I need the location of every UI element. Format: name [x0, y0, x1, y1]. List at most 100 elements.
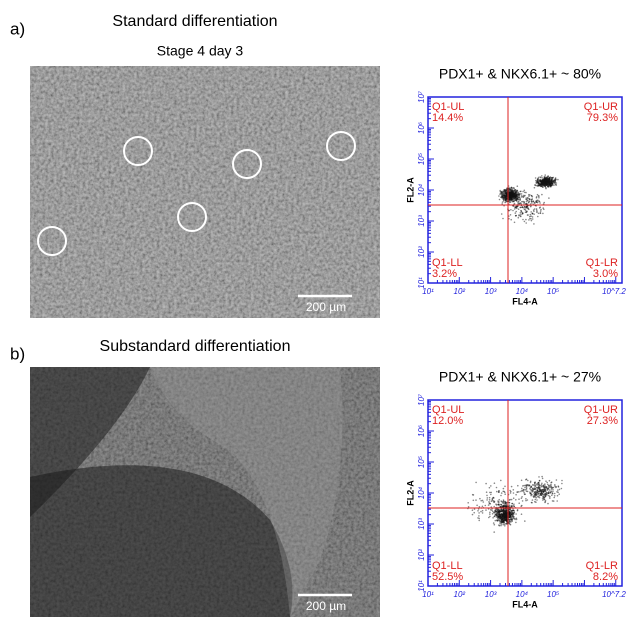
event-dot [499, 522, 501, 525]
event-dot [537, 180, 539, 183]
event-dot [502, 487, 505, 490]
event-dot [510, 498, 513, 501]
event-dot [485, 491, 488, 494]
event-dot [545, 486, 547, 489]
event-dot [509, 508, 512, 510]
event-dot [547, 485, 550, 487]
event-dot [526, 207, 528, 209]
event-dot [477, 510, 479, 512]
event-dot [478, 519, 481, 522]
event-dot [517, 484, 519, 487]
event-dot [491, 509, 493, 512]
event-dot [548, 178, 550, 180]
event-dot [525, 198, 527, 201]
event-dot [500, 494, 502, 497]
event-dot [546, 481, 548, 484]
event-dot [549, 492, 551, 494]
marker-circle [123, 136, 153, 166]
event-dot [525, 498, 527, 500]
event-dot [530, 219, 533, 222]
event-dot [514, 212, 517, 214]
marker-circle [326, 131, 356, 161]
event-dot [498, 516, 501, 519]
event-dot [527, 208, 529, 210]
panel-title: Substandard differentiation [100, 338, 291, 355]
event-dot [522, 218, 524, 221]
y-tick-label: 10⁵ [417, 455, 426, 468]
event-dot [481, 512, 484, 514]
event-dot [478, 506, 481, 508]
event-dot [475, 481, 477, 484]
event-dot [473, 508, 476, 510]
event-dot [495, 486, 498, 489]
event-dot [560, 487, 563, 490]
y-tick-label: 10⁷ [417, 393, 426, 406]
event-dot [488, 501, 490, 503]
event-dot [554, 485, 556, 487]
event-dot [542, 182, 544, 184]
event-dot [513, 505, 516, 508]
event-dot [515, 493, 517, 496]
event-dot [501, 201, 504, 203]
event-dot [505, 520, 508, 522]
event-dot [510, 190, 513, 192]
event-dot [480, 499, 483, 502]
event-dot [519, 199, 521, 201]
event-dot [478, 515, 480, 517]
event-dot [515, 521, 517, 524]
event-dot [520, 193, 523, 195]
event-dot [520, 513, 523, 515]
event-dot [494, 513, 497, 516]
event-dot [536, 211, 538, 213]
x-tick-label: 10² [454, 287, 466, 296]
event-dot [543, 184, 545, 186]
panel-label: b) [10, 344, 25, 363]
event-dot [553, 181, 556, 184]
event-dot [515, 192, 518, 194]
event-dot [538, 496, 541, 499]
event-dot [528, 193, 530, 196]
event-dot [509, 201, 511, 203]
event-dot [481, 509, 484, 512]
event-dot [509, 214, 512, 216]
event-dot [540, 483, 543, 486]
event-dot [535, 182, 538, 184]
event-dot [537, 199, 539, 201]
event-dot [527, 199, 529, 202]
event-dot [509, 188, 512, 191]
event-dot [522, 207, 525, 209]
quadrant-name: Q1-LL [432, 560, 463, 572]
event-dot [508, 191, 511, 193]
event-dot [513, 193, 515, 196]
event-dot [534, 490, 537, 493]
event-dot [513, 517, 516, 520]
event-dot [537, 195, 540, 197]
x-tick-label: 10⁴ [516, 287, 529, 296]
event-dot [529, 488, 531, 490]
event-dot [513, 503, 515, 506]
event-dot [493, 531, 496, 533]
event-dot [551, 177, 553, 179]
event-dot [557, 489, 559, 491]
event-dot [519, 202, 522, 204]
event-dot [535, 200, 537, 203]
event-dot [537, 182, 540, 185]
event-dot [531, 499, 534, 501]
event-dot [533, 186, 536, 189]
event-dot [541, 497, 544, 500]
event-dot [535, 179, 537, 182]
event-dot [512, 189, 514, 191]
event-dot [524, 208, 526, 210]
event-dot [497, 501, 500, 503]
event-dot [505, 514, 508, 517]
event-dot [531, 202, 533, 204]
event-dot [511, 520, 513, 523]
event-dot [541, 193, 543, 196]
y-tick-label: 10³ [417, 518, 426, 530]
event-dot [514, 215, 517, 217]
event-dot [492, 517, 494, 519]
event-dot [482, 501, 485, 503]
event-dot [521, 200, 523, 203]
event-dot [510, 187, 512, 190]
event-dot [498, 195, 500, 197]
